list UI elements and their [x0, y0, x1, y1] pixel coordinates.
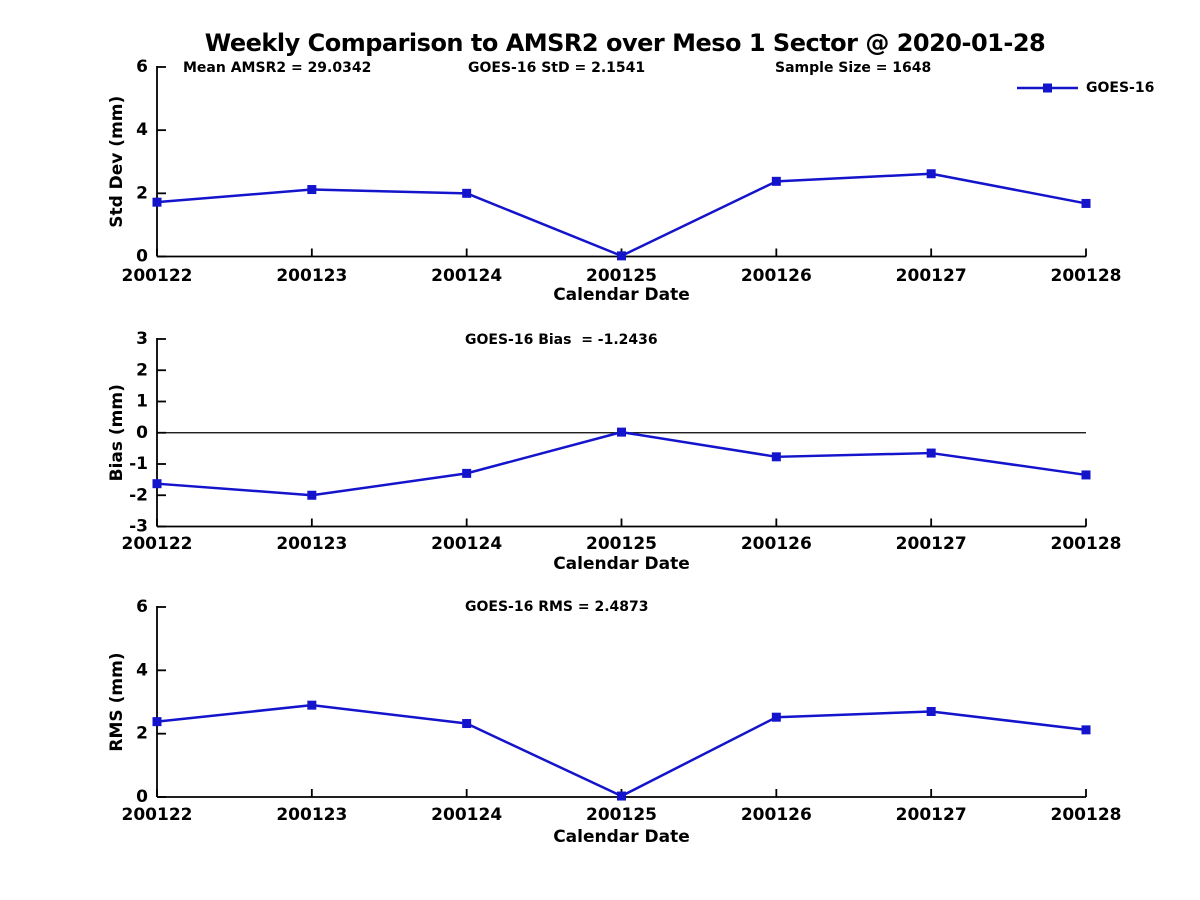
x-tick-label: 200122: [122, 805, 193, 825]
series-line: [156, 172, 1087, 258]
y-tick-label: 4: [136, 120, 148, 140]
x-tick-label: 200127: [896, 534, 967, 554]
x-tick-label: 200126: [741, 805, 812, 825]
y-tick-label: -1: [129, 454, 148, 474]
series-line: [156, 430, 1087, 497]
std-dev-chart: 0 2 4 6 200122 200123 200124 200125 200126 200127…: [107, 57, 1154, 305]
y-tick-label: 2: [136, 724, 148, 744]
data-point-marker: [307, 185, 317, 195]
x-axis-title: Calendar Date: [553, 827, 690, 847]
x-tick-label: 200126: [741, 534, 812, 554]
data-point-marker: [771, 712, 781, 722]
x-tick-label: 200122: [122, 534, 193, 554]
x-tick-label: 200124: [431, 805, 502, 825]
y-tick-label: 2: [136, 360, 148, 380]
figure-title: Weekly Comparison to AMSR2 over Meso 1 S…: [204, 29, 1046, 57]
bias-chart: -3 -2 -1 0 1 2 3 200122 200123 200124 200125 200126…: [107, 329, 1121, 574]
y-tick-label: 3: [136, 329, 148, 349]
data-point-marker: [152, 717, 162, 727]
x-tick-label: 200123: [276, 805, 347, 825]
x-tick-label: 200125: [586, 805, 657, 825]
data-point-marker: [462, 468, 472, 478]
data-point-marker: [462, 719, 472, 729]
x-tick-label: 200128: [1051, 805, 1122, 825]
annotation: GOES-16 Bias = -1.2436: [465, 332, 658, 348]
x-axis-title: Calendar Date: [553, 285, 690, 305]
y-tick-label: 0: [136, 247, 148, 267]
data-point-marker: [307, 490, 317, 500]
data-point-marker: [771, 176, 781, 186]
data-point-marker: [617, 791, 626, 801]
x-tick-label: 200126: [741, 266, 812, 286]
x-tick-label: 200127: [896, 266, 967, 286]
data-point-marker: [462, 188, 472, 198]
x-tick-label: 200122: [122, 266, 193, 286]
x-tick-label: 200127: [896, 805, 967, 825]
data-point-marker: [1081, 470, 1091, 480]
data-point-marker: [926, 707, 936, 716]
legend-marker: [1043, 83, 1052, 93]
annotation: Mean AMSR2 = 29.0342: [183, 60, 371, 76]
y-tick-label: 1: [136, 392, 148, 412]
y-tick-label: 6: [136, 597, 148, 617]
x-tick-label: 200123: [276, 266, 347, 286]
y-tick-label: 2: [136, 183, 148, 203]
x-tick-label: 200125: [586, 266, 657, 286]
x-tick-label: 200125: [586, 534, 657, 554]
annotation: GOES-16 RMS = 2.4873: [465, 599, 649, 615]
annotation: GOES-16 StD = 2.1541: [468, 60, 645, 76]
data-point-marker: [617, 251, 626, 261]
y-axis-title: RMS (mm): [107, 652, 127, 751]
y-axis-title: Bias (mm): [107, 384, 127, 481]
series-line: [156, 703, 1087, 798]
y-tick-label: -3: [129, 517, 148, 537]
y-axis-title: Std Dev (mm): [107, 96, 127, 228]
data-point-marker: [926, 169, 936, 179]
y-tick-label: 0: [136, 423, 148, 443]
data-point-marker: [152, 197, 162, 207]
x-tick-label: 200123: [276, 534, 347, 554]
y-tick-label: 4: [136, 660, 148, 680]
x-tick-label: 200128: [1051, 534, 1122, 554]
rms-chart: 0 2 4 6 200122 200123 200124 200125 200126 200127…: [107, 597, 1121, 847]
data-point-marker: [307, 700, 317, 710]
x-tick-label: 200124: [431, 534, 502, 554]
annotation: Sample Size = 1648: [775, 60, 931, 76]
data-point-marker: [617, 427, 626, 437]
y-tick-label: 0: [136, 787, 148, 807]
data-point-marker: [771, 452, 781, 462]
x-axis-title: Calendar Date: [553, 554, 690, 574]
data-point-marker: [1081, 198, 1091, 208]
data-point-marker: [152, 479, 162, 489]
data-point-marker: [1081, 725, 1091, 735]
x-tick-label: 200128: [1051, 266, 1122, 286]
x-tick-label: 200124: [431, 266, 502, 286]
y-tick-label: -2: [129, 485, 148, 505]
legend-label: GOES-16: [1086, 80, 1154, 96]
y-tick-label: 6: [136, 57, 148, 77]
data-point-marker: [926, 448, 936, 458]
